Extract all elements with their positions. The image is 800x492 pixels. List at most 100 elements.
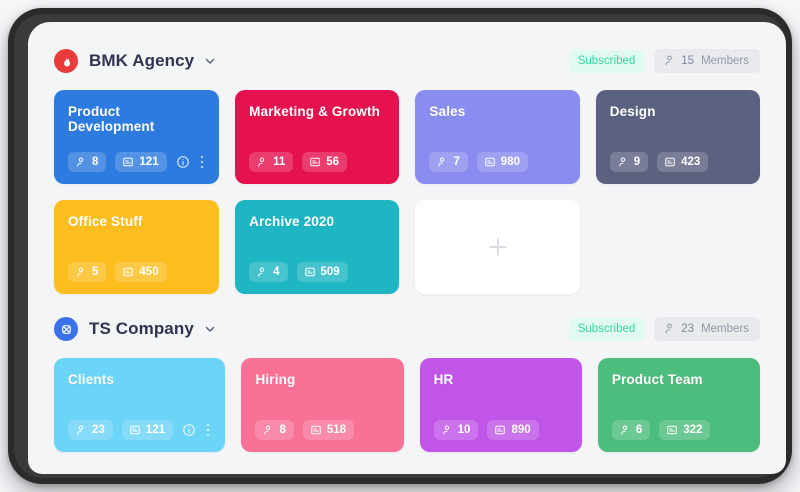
workspace-card[interactable]: Office Stuff 5 450 bbox=[54, 200, 220, 294]
members-stat[interactable]: 4 bbox=[249, 262, 288, 282]
members-stat[interactable]: 8 bbox=[68, 152, 107, 172]
members-stat-value: 4 bbox=[273, 266, 280, 278]
workspace-card-actions bbox=[182, 423, 212, 437]
workspace-card-footer: 5 450 bbox=[68, 262, 205, 282]
boards-stat-value: 322 bbox=[683, 424, 703, 436]
members-stat[interactable]: 11 bbox=[249, 152, 294, 172]
workspace-card[interactable]: Archive 2020 4 509 bbox=[235, 200, 400, 294]
workspace-card-footer: 4 509 bbox=[249, 262, 385, 282]
members-label: Members bbox=[701, 322, 749, 335]
boards-stat-value: 518 bbox=[326, 424, 347, 436]
members-stat-value: 11 bbox=[273, 156, 286, 168]
members-label: Members bbox=[701, 54, 749, 67]
members-count: 23 bbox=[681, 322, 695, 335]
members-stat[interactable]: 5 bbox=[68, 262, 107, 282]
workspace-card-footer: 9 423 bbox=[609, 152, 746, 172]
workspace-card-title: Design bbox=[609, 104, 656, 119]
boards-stat[interactable]: 890 bbox=[487, 420, 539, 440]
more-options-icon[interactable] bbox=[205, 423, 212, 437]
info-icon[interactable] bbox=[176, 155, 190, 169]
workspace-card-title: Product Development bbox=[68, 104, 155, 134]
workspace-grid-1: Product Development 8 121 Marketing & Growt… bbox=[54, 90, 760, 294]
chevron-down-icon[interactable] bbox=[203, 322, 217, 336]
plus-icon bbox=[485, 234, 511, 260]
info-icon[interactable] bbox=[182, 423, 196, 437]
members-count: 15 bbox=[681, 54, 695, 67]
boards-stat[interactable]: 980 bbox=[476, 152, 528, 172]
boards-stat-value: 121 bbox=[145, 424, 165, 436]
workspace-card-title: Archive 2020 bbox=[249, 214, 335, 229]
workspace-card-footer: 10 890 bbox=[433, 420, 568, 440]
boards-stat[interactable]: 518 bbox=[302, 420, 355, 440]
boards-stat-value: 423 bbox=[681, 156, 701, 168]
members-stat[interactable]: 10 bbox=[433, 420, 479, 440]
boards-stat[interactable]: 322 bbox=[659, 420, 711, 440]
person-icon bbox=[663, 322, 676, 335]
badge-icon bbox=[54, 317, 78, 341]
device-frame: BMK Agency Subscribed 15 Members Product Dev… bbox=[8, 8, 792, 484]
workspace-card-title: Office Stuff bbox=[68, 214, 143, 229]
members-stat-value: 6 bbox=[635, 424, 643, 436]
boards-stat[interactable]: 423 bbox=[657, 152, 709, 172]
members-stat[interactable]: 7 bbox=[429, 152, 468, 172]
workspace-card-title: Marketing & Growth bbox=[249, 104, 381, 119]
workspace-card[interactable]: Clients 23 121 bbox=[54, 358, 226, 452]
boards-stat-value: 56 bbox=[326, 156, 340, 168]
workspace-card[interactable]: Hiring 8 518 bbox=[241, 358, 404, 452]
org-header-1: BMK Agency Subscribed 15 Members bbox=[54, 44, 760, 78]
boards-stat-value: 890 bbox=[511, 424, 531, 436]
workspace-card[interactable]: Product Development 8 121 bbox=[54, 90, 220, 184]
boards-stat[interactable]: 56 bbox=[302, 152, 348, 172]
workspace-card-title: HR bbox=[433, 372, 454, 387]
workspace-card-title: Hiring bbox=[255, 372, 296, 387]
workspace-grid-2: Clients 23 121 Hiring 8 518 HR 10 890 Product Tea… bbox=[54, 358, 760, 452]
subscribed-badge: Subscribed bbox=[568, 49, 645, 73]
boards-stat-value: 121 bbox=[139, 156, 159, 168]
boards-stat[interactable]: 509 bbox=[296, 262, 348, 282]
boards-stat[interactable]: 121 bbox=[115, 152, 167, 172]
flame-icon bbox=[54, 49, 78, 73]
workspace-list: BMK Agency Subscribed 15 Members Product Dev… bbox=[28, 22, 786, 452]
org-title: TS Company bbox=[89, 319, 194, 338]
workspace-card-title: Sales bbox=[429, 104, 466, 119]
members-stat-value: 10 bbox=[457, 424, 471, 436]
members-stat-value: 8 bbox=[279, 424, 286, 436]
members-stat-value: 7 bbox=[453, 156, 460, 168]
boards-stat[interactable]: 450 bbox=[115, 262, 167, 282]
org-header-2: TS Company Subscribed 23 Members bbox=[54, 312, 760, 346]
members-badge[interactable]: 23 Members bbox=[654, 317, 760, 341]
workspace-card-footer: 23 121 bbox=[68, 420, 211, 440]
members-stat[interactable]: 8 bbox=[255, 420, 294, 440]
workspace-card[interactable]: Product Team 6 322 bbox=[597, 358, 760, 452]
workspace-card-footer: 11 56 bbox=[249, 152, 385, 172]
chevron-down-icon[interactable] bbox=[203, 54, 217, 68]
boards-stat[interactable]: 121 bbox=[121, 420, 173, 440]
org-title: BMK Agency bbox=[89, 51, 195, 70]
workspace-card-title: Product Team bbox=[611, 372, 703, 387]
workspace-card-footer: 8 518 bbox=[255, 420, 389, 440]
workspace-card[interactable]: HR 10 890 bbox=[419, 358, 582, 452]
workspace-card[interactable]: Sales 7 980 bbox=[415, 90, 580, 184]
person-icon bbox=[663, 54, 676, 67]
boards-stat-value: 509 bbox=[320, 266, 340, 278]
workspace-card[interactable]: Marketing & Growth 11 56 bbox=[235, 90, 400, 184]
workspace-card-actions bbox=[176, 155, 206, 169]
boards-stat-value: 450 bbox=[139, 266, 159, 278]
workspace-card-footer: 6 322 bbox=[611, 420, 746, 440]
workspace-card-footer: 7 980 bbox=[429, 152, 565, 172]
boards-stat-value: 980 bbox=[500, 156, 520, 168]
members-stat-value: 23 bbox=[92, 424, 105, 436]
more-options-icon[interactable] bbox=[199, 155, 206, 169]
members-stat[interactable]: 6 bbox=[611, 420, 651, 440]
workspace-card-footer: 8 121 bbox=[68, 152, 205, 172]
members-stat[interactable]: 9 bbox=[609, 152, 649, 172]
members-stat-value: 9 bbox=[633, 156, 641, 168]
workspace-card-title: Clients bbox=[68, 372, 115, 387]
members-stat[interactable]: 23 bbox=[68, 420, 113, 440]
members-badge[interactable]: 15 Members bbox=[654, 49, 760, 73]
app-screen: BMK Agency Subscribed 15 Members Product Dev… bbox=[28, 22, 786, 474]
members-stat-value: 8 bbox=[92, 156, 99, 168]
workspace-card[interactable]: Design 9 423 bbox=[595, 90, 760, 184]
subscribed-badge: Subscribed bbox=[568, 317, 645, 341]
add-workspace-card[interactable] bbox=[415, 200, 580, 294]
